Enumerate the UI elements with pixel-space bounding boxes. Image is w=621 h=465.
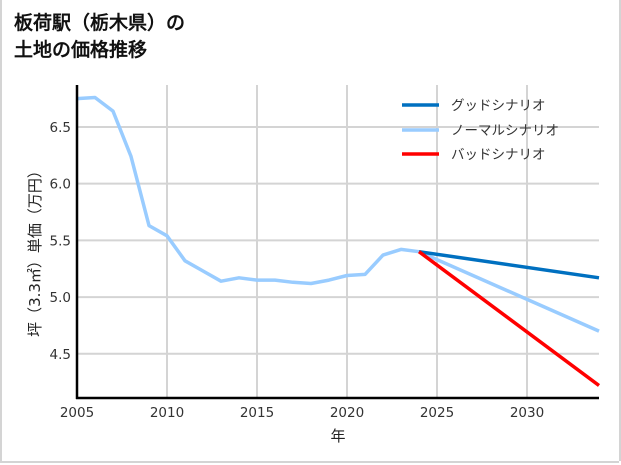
title-line-1: 板荷駅（栃木県）の — [14, 12, 186, 34]
y-tick-label: 6.0 — [50, 177, 71, 193]
series-line — [417, 250, 601, 387]
x-tick-label: 2020 — [330, 405, 364, 421]
x-tick-label: 2010 — [150, 405, 184, 421]
y-tick-label: 4.5 — [50, 347, 71, 363]
x-axis-label: 年 — [330, 427, 345, 445]
y-axis-label: 坪（3.3㎡）単価（万円） — [26, 163, 44, 337]
y-tick-label: 5.0 — [50, 290, 71, 306]
x-tick-label: 2030 — [510, 405, 544, 421]
legend-label: グッドシナリオ — [451, 98, 546, 114]
series-line — [418, 249, 600, 280]
x-tick-label: 2005 — [60, 405, 94, 421]
title-line-2: 土地の価格推移 — [14, 39, 148, 61]
y-tick-label: 5.5 — [50, 233, 71, 249]
legend-label: ノーマルシナリオ — [451, 123, 559, 139]
x-tick-label: 2015 — [240, 405, 274, 421]
legend-label: バッドシナリオ — [451, 147, 546, 163]
series-line — [76, 95, 600, 333]
x-tick-label: 2025 — [420, 405, 454, 421]
chart-title: 板荷駅（栃木県）の 土地の価格推移 — [14, 10, 185, 64]
y-tick-label: 6.5 — [50, 120, 71, 136]
